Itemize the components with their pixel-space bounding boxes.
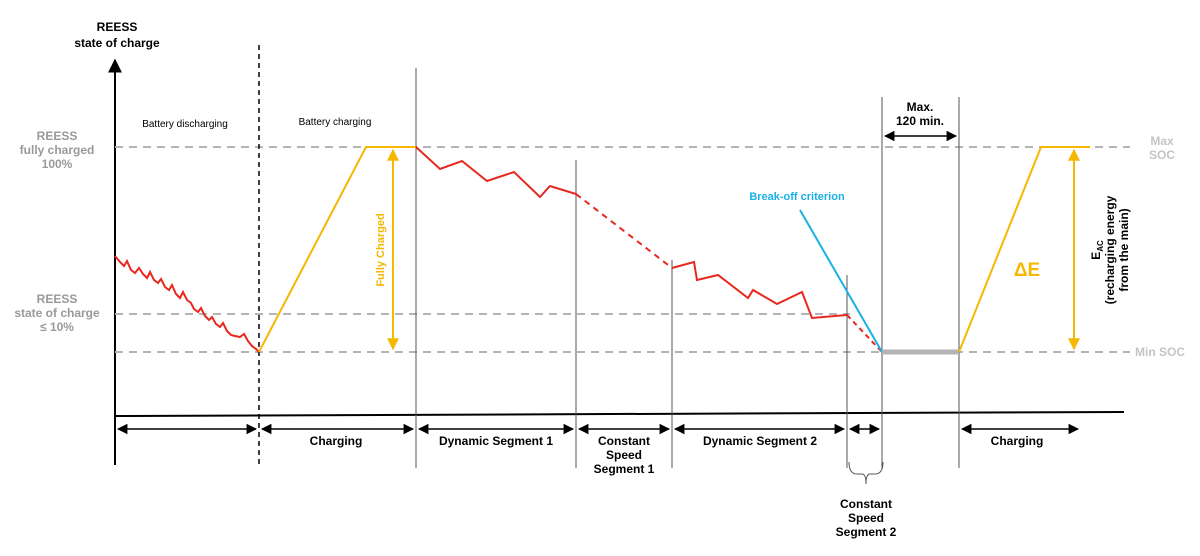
full-level-label-1: REESS (37, 129, 78, 143)
segment-label-constant1-a: Constant (598, 434, 650, 448)
constant2-brace (848, 461, 884, 485)
charging-label: Battery charging (299, 117, 372, 128)
segment-label-constant2-c: Segment 2 (836, 525, 897, 539)
low-level-label-3: ≤ 10% (40, 320, 74, 334)
low-level-label-1: REESS (37, 292, 78, 306)
max-soc-label-2: SOC (1149, 148, 1175, 162)
charging-line (258, 146, 416, 353)
energy-label-line3: from the main) (1117, 208, 1131, 291)
svg-text:EAC: EAC (1089, 240, 1105, 260)
full-level-label-3: 100% (42, 157, 73, 171)
max-time-label-1: Max. (907, 100, 934, 114)
low-level-label-2: state of charge (14, 306, 100, 320)
energy-label-sub: AC (1096, 240, 1105, 252)
full-level-label-2: fully charged (20, 143, 95, 157)
segment-label-dynamic1: Dynamic Segment 1 (439, 434, 553, 448)
break-off-label: Break-off criterion (749, 191, 845, 203)
discharge-soc-line (114, 255, 260, 353)
final-charging-line (958, 146, 1090, 353)
max-time-label-2: 120 min. (896, 114, 944, 128)
min-soc-label: Min SOC (1135, 345, 1185, 359)
y-axis-title-line1: REESS (97, 20, 138, 34)
segment-label-constant2-a: Constant (840, 497, 892, 511)
segment-label-charging2: Charging (991, 434, 1044, 448)
x-axis (114, 411, 1125, 417)
segment-label-dynamic2: Dynamic Segment 2 (703, 434, 817, 448)
dynamic1-soc-line (415, 146, 577, 199)
segment-label-constant1-b: Speed (606, 448, 642, 462)
constant1-soc-line (575, 193, 673, 269)
max-soc-label-1: Max (1150, 134, 1174, 148)
discharging-label: Battery discharging (142, 119, 228, 130)
dynamic2-soc-line (671, 260, 848, 320)
fully-charged-label: Fully Charged (375, 213, 387, 286)
delta-e-label: ΔE (1014, 260, 1040, 281)
segment-label-charging: Charging (310, 434, 363, 448)
y-axis-title-line2: state of charge (74, 36, 160, 50)
energy-label-main: E (1089, 252, 1103, 260)
energy-label: EAC (recharging energy from the main) (1089, 195, 1131, 304)
energy-label-line2: (recharging energy (1103, 195, 1117, 304)
segment-label-constant1-c: Segment 1 (594, 462, 655, 476)
segment-label-constant2-b: Speed (848, 511, 884, 525)
break-off-line (799, 209, 883, 353)
